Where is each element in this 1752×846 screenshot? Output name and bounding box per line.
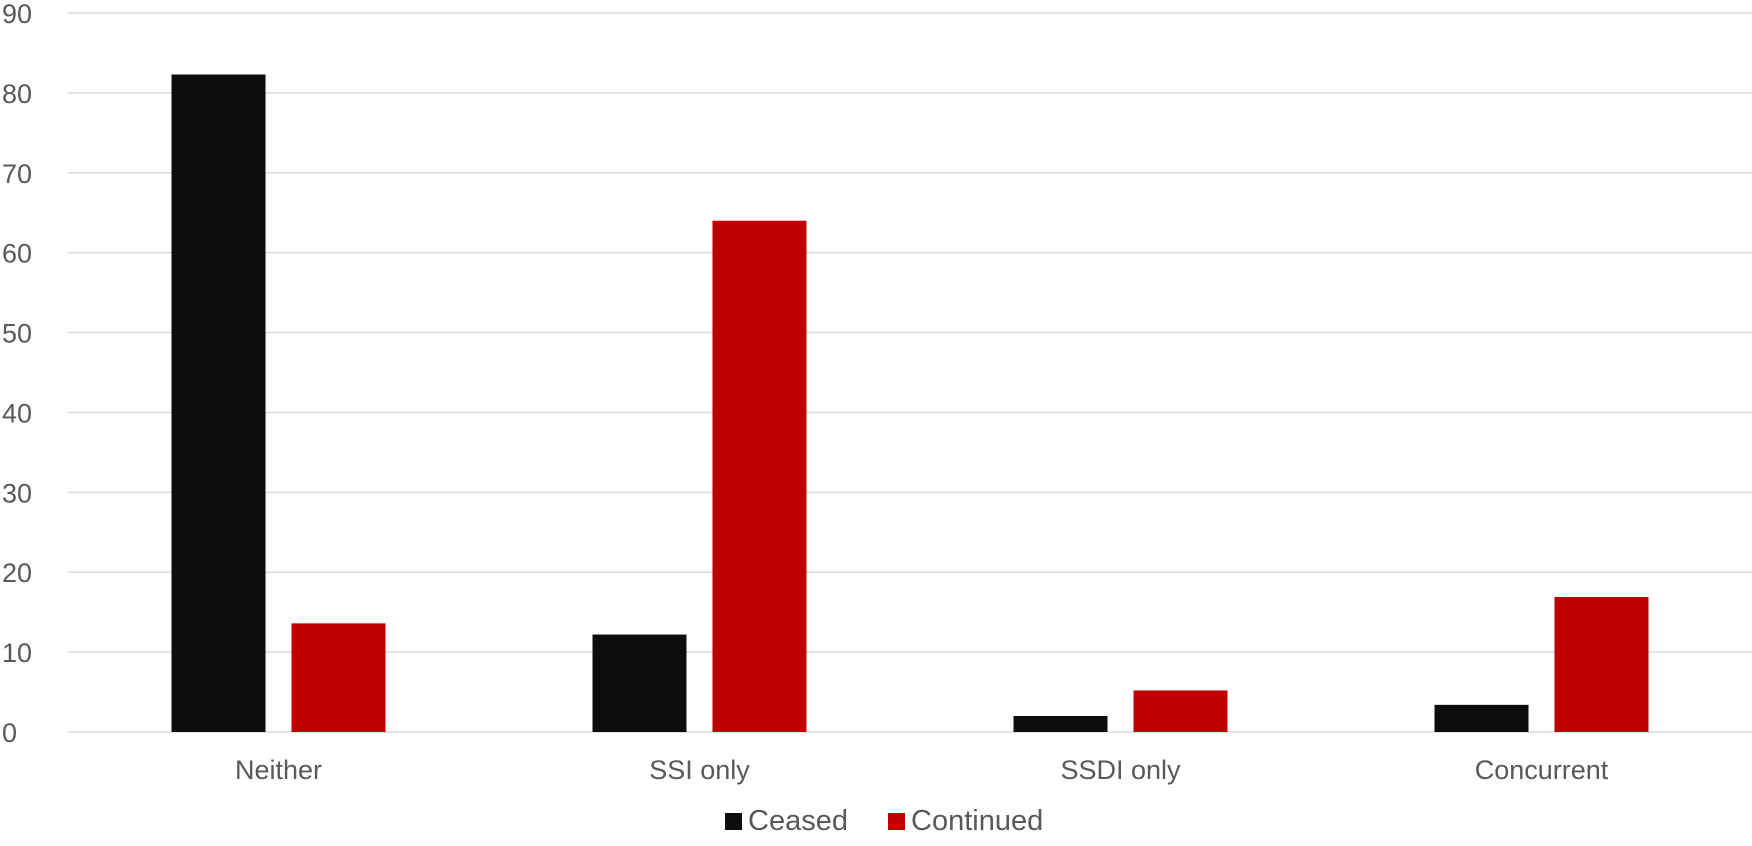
bar-continued-neither — [291, 623, 386, 732]
legend-label-ceased: Ceased — [748, 805, 848, 837]
y-tick-label: 60 — [2, 239, 32, 269]
x-category-label: SSDI only — [1060, 755, 1181, 785]
y-tick-label: 10 — [2, 638, 32, 668]
x-category-label: SSI only — [649, 755, 750, 785]
bar-ceased-concurrent — [1434, 704, 1529, 732]
x-axis-category-labels: Neither SSI only SSDI only Concurrent — [235, 755, 1609, 785]
bar-ceased-neither — [171, 74, 266, 732]
bars — [171, 74, 1649, 732]
bar-continued-ssdi-only — [1133, 690, 1228, 732]
bar-continued-concurrent — [1554, 596, 1649, 732]
y-tick-label: 70 — [2, 159, 32, 189]
bar-ceased-ssi-only — [592, 634, 687, 732]
legend-swatch-ceased — [725, 813, 742, 830]
y-tick-label: 0 — [2, 718, 17, 748]
x-category-label: Concurrent — [1475, 755, 1609, 785]
y-tick-label: 40 — [2, 398, 32, 428]
y-tick-label: 80 — [2, 79, 32, 109]
y-axis-tick-labels: 0 10 20 30 40 50 60 70 80 90 — [2, 0, 32, 748]
y-tick-label: 50 — [2, 319, 32, 349]
y-tick-label: 90 — [2, 0, 32, 29]
y-tick-label: 30 — [2, 478, 32, 508]
y-tick-label: 20 — [2, 558, 32, 588]
legend-label-continued: Continued — [911, 805, 1043, 837]
bar-ceased-ssdi-only — [1013, 716, 1108, 732]
legend-swatch-continued — [888, 813, 905, 830]
x-category-label: Neither — [235, 755, 322, 785]
bar-continued-ssi-only — [712, 220, 807, 732]
legend: Ceased Continued — [725, 805, 1043, 837]
